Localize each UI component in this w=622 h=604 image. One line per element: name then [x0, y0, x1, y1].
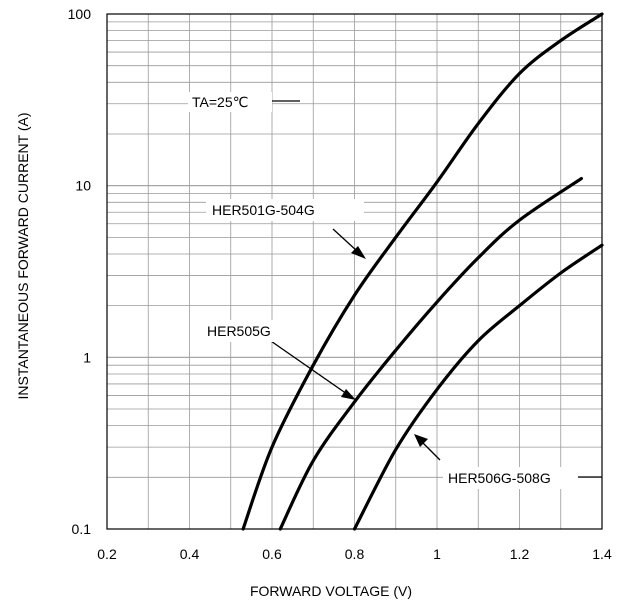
condition-label: TA=25℃	[192, 94, 248, 110]
series-line-her505g	[278, 176, 583, 531]
x-axis-title: FORWARD VOLTAGE (V)	[250, 583, 412, 599]
x-tick-label: 0.8	[345, 546, 365, 562]
y-tick-label: 10	[75, 178, 91, 194]
y-tick-labels: 0.1 1 10 100	[68, 6, 92, 537]
x-tick-label: 1.2	[510, 546, 530, 562]
series-label-her505g: HER505G	[207, 323, 271, 339]
curves	[241, 12, 604, 531]
series-label-group-her505g: HER505G	[203, 320, 356, 400]
grid	[107, 14, 602, 529]
series-label-group-her506g-508g: HER506G-508G	[414, 434, 602, 489]
x-tick-label: 0.4	[180, 546, 200, 562]
plot-frame	[106, 13, 603, 530]
condition-annotation: TA=25℃	[188, 92, 300, 112]
series-line-her506g-508g	[352, 243, 604, 531]
y-tick-label: 100	[68, 6, 92, 22]
x-tick-labels: 0.2 0.4 0.6 0.8 1 1.2 1.4	[97, 546, 612, 562]
series-line-her501g-504g	[241, 12, 604, 531]
y-tick-label: 1	[83, 349, 91, 365]
x-tick-label: 1.4	[592, 546, 612, 562]
x-tick-label: 0.2	[97, 546, 117, 562]
y-tick-label: 0.1	[72, 521, 92, 537]
series-label-her501g-504g: HER501G-504G	[212, 202, 315, 218]
series-label-group-her501g-504g: HER501G-504G	[206, 199, 366, 259]
x-tick-label: 0.6	[262, 546, 282, 562]
y-axis-title: INSTANTANEOUS FORWARD CURRENT (A)	[15, 112, 31, 399]
x-tick-label: 1	[433, 546, 441, 562]
series-label-her506g-508g: HER506G-508G	[448, 470, 551, 486]
